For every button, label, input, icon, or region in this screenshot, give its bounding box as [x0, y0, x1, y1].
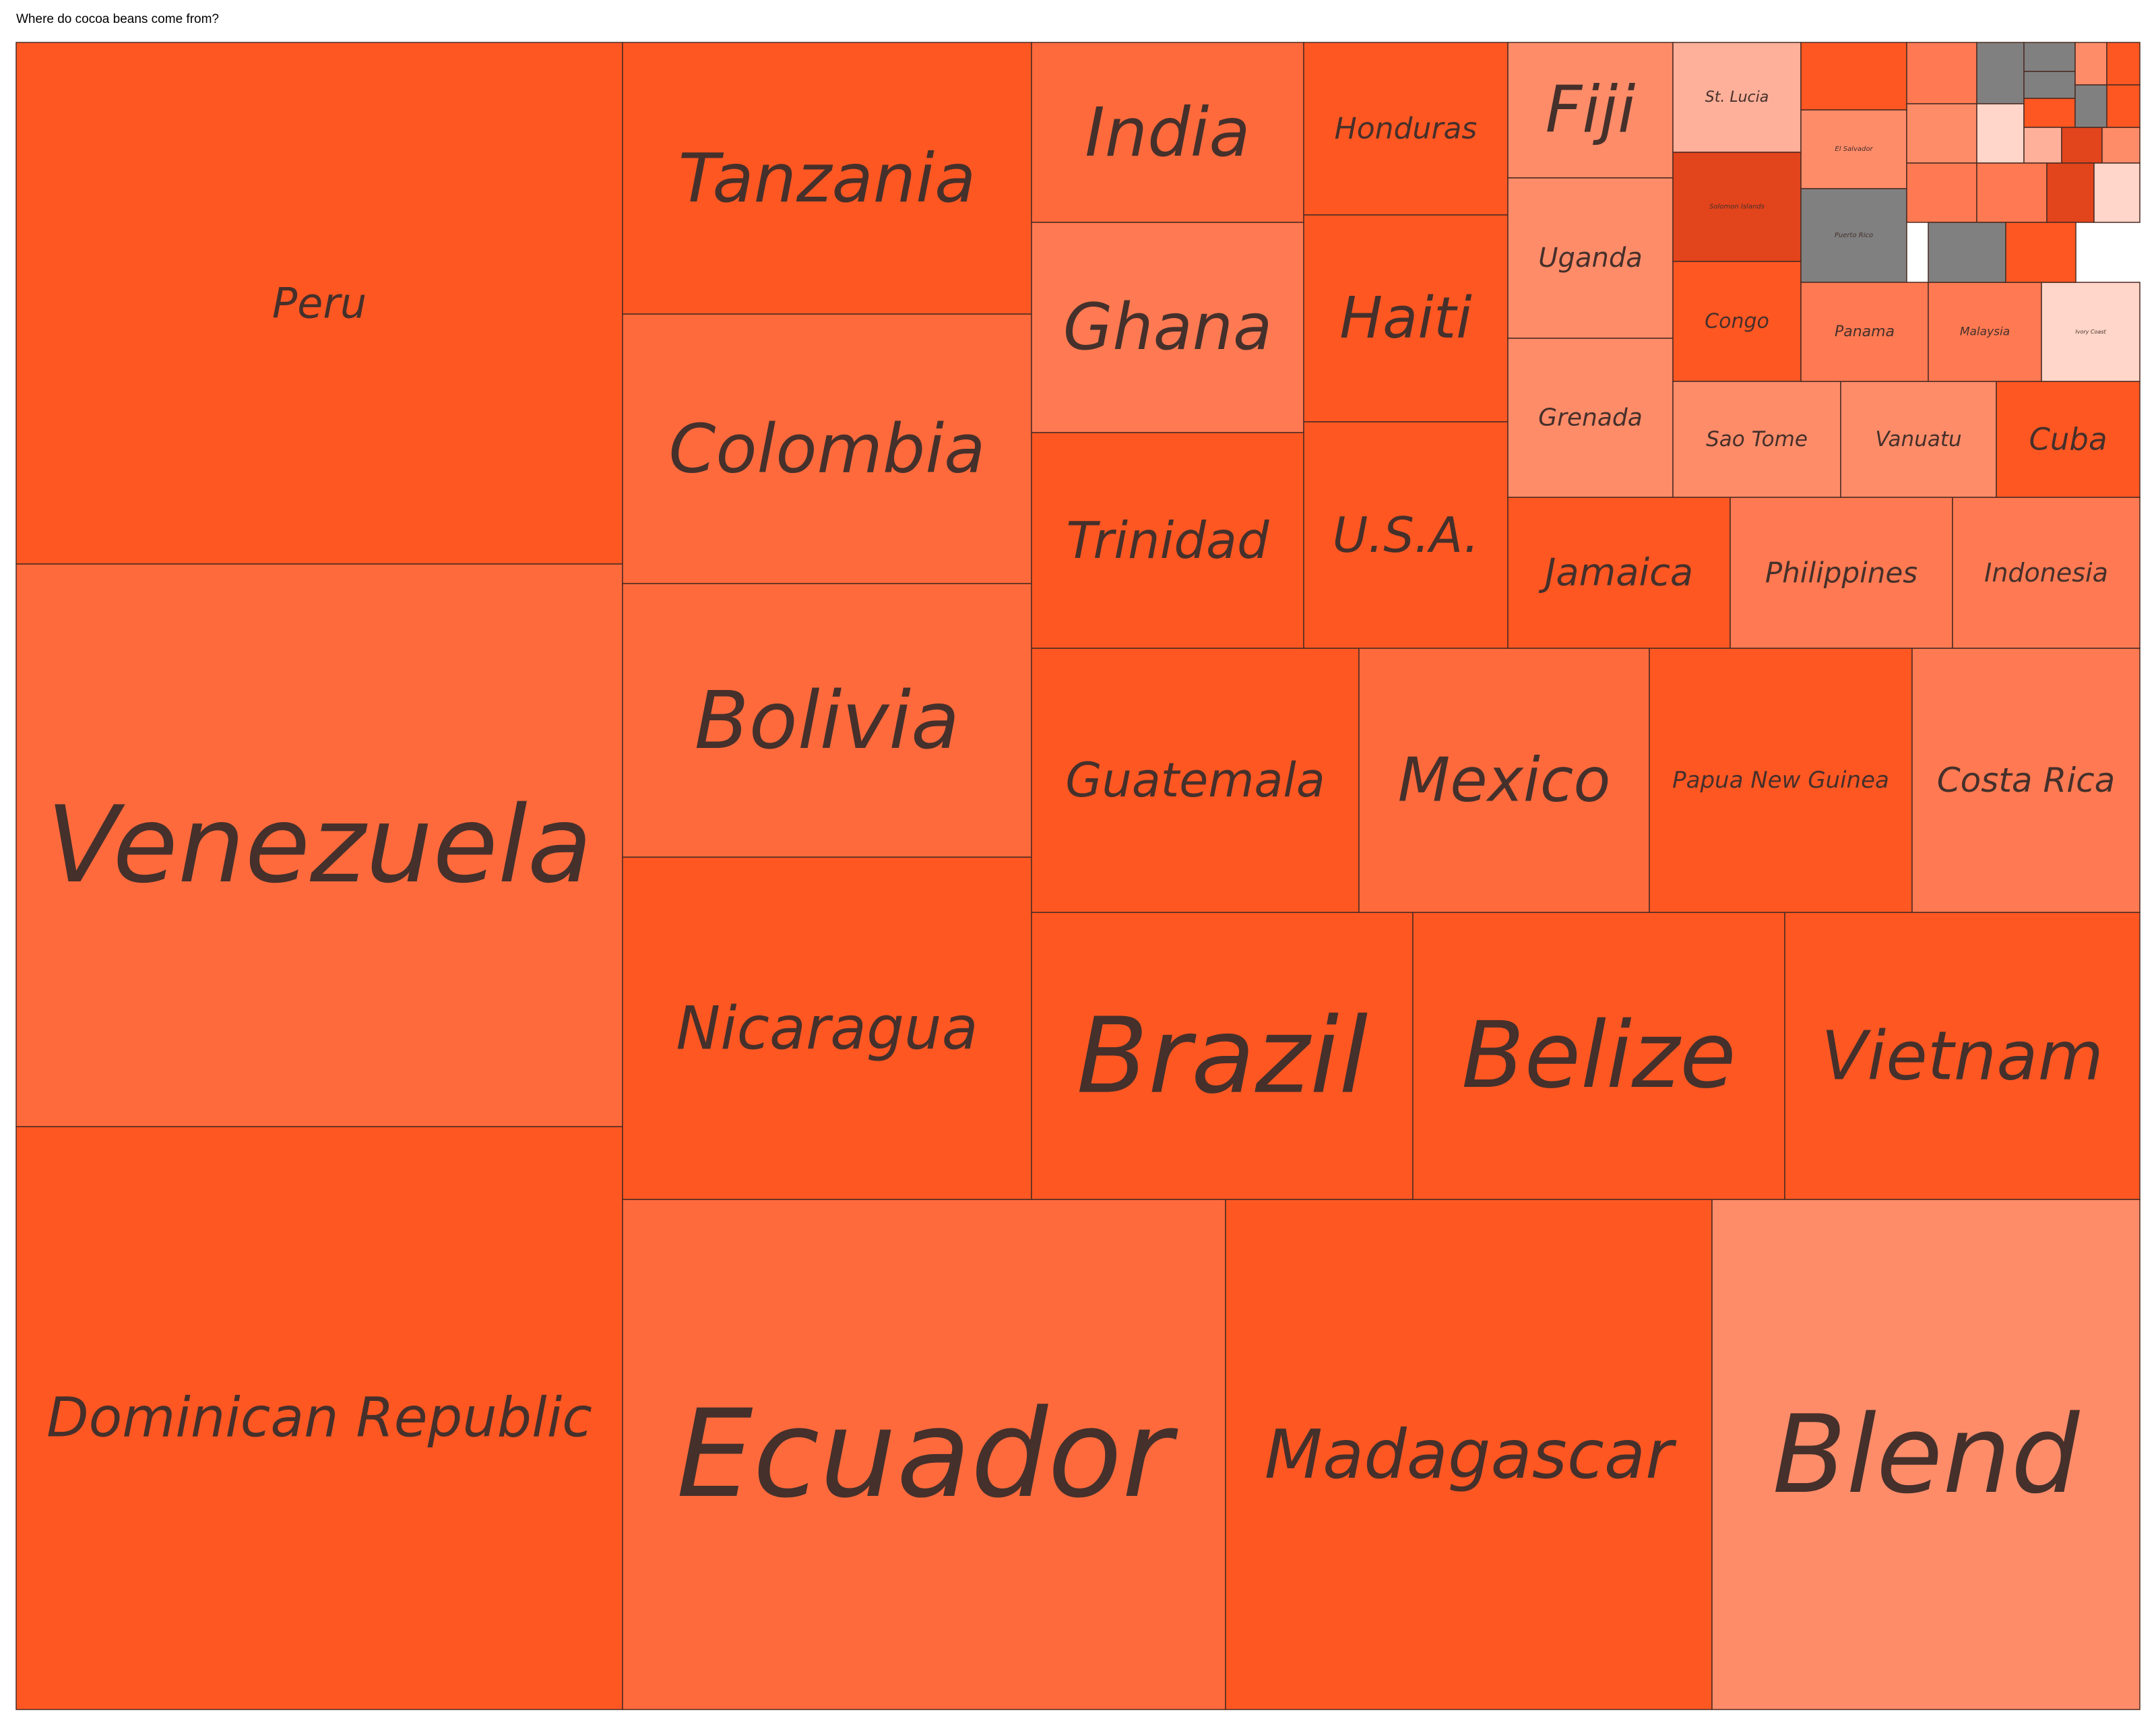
treemap-label-congo: Congo [1705, 310, 1769, 334]
treemap-cell-small-50 [2102, 127, 2140, 163]
treemap-cell-small-58 [2094, 163, 2140, 222]
treemap-cell-small-54 [2107, 85, 2140, 127]
treemap-label-uganda: Uganda [1538, 243, 1642, 274]
treemap-label-el-salvador: El Salvador [1835, 146, 1873, 153]
treemap-label-malaysia: Malaysia [1960, 325, 2010, 339]
treemap-cell-small-55 [1907, 163, 1977, 222]
treemap-label-u-s-a: U.S.A. [1333, 507, 1480, 563]
treemap-label-tanzania: Tanzania [678, 139, 976, 218]
treemap-cell-small-45 [2024, 42, 2075, 71]
treemap-label-st-lucia: St. Lucia [1705, 89, 1769, 106]
treemap-label-honduras: Honduras [1335, 112, 1478, 146]
treemap-cell-small-48 [2024, 127, 2062, 163]
treemap-label-india: India [1085, 93, 1250, 172]
treemap-label-grenada: Grenada [1538, 404, 1643, 432]
treemap-label-panama: Panama [1835, 323, 1895, 340]
treemap-cell-small-46 [2024, 71, 2075, 98]
treemap-label-jamaica: Jamaica [1538, 551, 1693, 595]
treemap-cell-small-44 [1977, 104, 2024, 163]
treemap-cell-small-57 [2047, 163, 2094, 222]
treemap-cell-small-41 [1907, 42, 1977, 104]
treemap-label-puerto-rico: Puerto Rico [1835, 232, 1873, 239]
treemap-label-ecuador: Ecuador [676, 1384, 1178, 1525]
treemap-cell-small-40 [1801, 42, 1907, 110]
treemap-label-haiti: Haiti [1339, 285, 1472, 352]
treemap-cell-small-52 [2075, 85, 2107, 127]
treemap-label-madagascar: Madagascar [1265, 1415, 1677, 1494]
treemap-label-dominican-republic: Dominican Republic [46, 1387, 592, 1450]
treemap-label-bolivia: Bolivia [695, 674, 960, 767]
treemap-label-venezuela: Venezuela [46, 784, 592, 907]
treemap-cell-small-60 [2006, 222, 2076, 282]
treemap-label-costa-rica: Costa Rica [1937, 761, 2115, 800]
treemap-label-mexico: Mexico [1398, 745, 1611, 816]
treemap-label-brazil: Brazil [1077, 995, 1368, 1117]
treemap-cell-small-51 [2075, 42, 2107, 85]
treemap-label-guatemala: Guatemala [1065, 753, 1325, 808]
treemap-label-indonesia: Indonesia [1984, 558, 2108, 588]
treemap-label-ivory-coast: Ivory Coast [2075, 329, 2106, 335]
treemap-label-philippines: Philippines [1765, 557, 1917, 590]
treemap-label-colombia: Colombia [669, 410, 986, 489]
treemap-cell-small-43 [1977, 42, 2024, 104]
treemap-cell-small-42 [1907, 104, 1977, 163]
treemap-label-sao-tome: Sao Tome [1706, 427, 1808, 451]
treemap-cell-small-59 [1928, 222, 2006, 282]
treemap-label-solomon-islands: Solomon Islands [1709, 203, 1765, 211]
treemap-label-peru: Peru [272, 279, 367, 328]
treemap-label-vanuatu: Vanuatu [1875, 427, 1961, 451]
treemap-cell-small-49 [2062, 127, 2102, 163]
treemap-label-papua-new-guinea: Papua New Guinea [1672, 767, 1889, 794]
treemap-cell-small-56 [1977, 163, 2047, 222]
treemap-label-fiji: Fiji [1546, 73, 1636, 148]
treemap-label-ghana: Ghana [1063, 290, 1272, 365]
treemap-label-belize: Belize [1461, 1003, 1736, 1109]
treemap-label-vietnam: Vietnam [1821, 1017, 2103, 1096]
treemap-label-trinidad: Trinidad [1066, 511, 1269, 570]
treemap-cell-small-47 [2024, 98, 2075, 127]
treemap-label-nicaragua: Nicaragua [676, 994, 978, 1063]
treemap-label-cuba: Cuba [2029, 422, 2107, 458]
treemap-label-blend: Blend [1773, 1391, 2081, 1517]
treemap-cell-small-53 [2107, 42, 2140, 85]
